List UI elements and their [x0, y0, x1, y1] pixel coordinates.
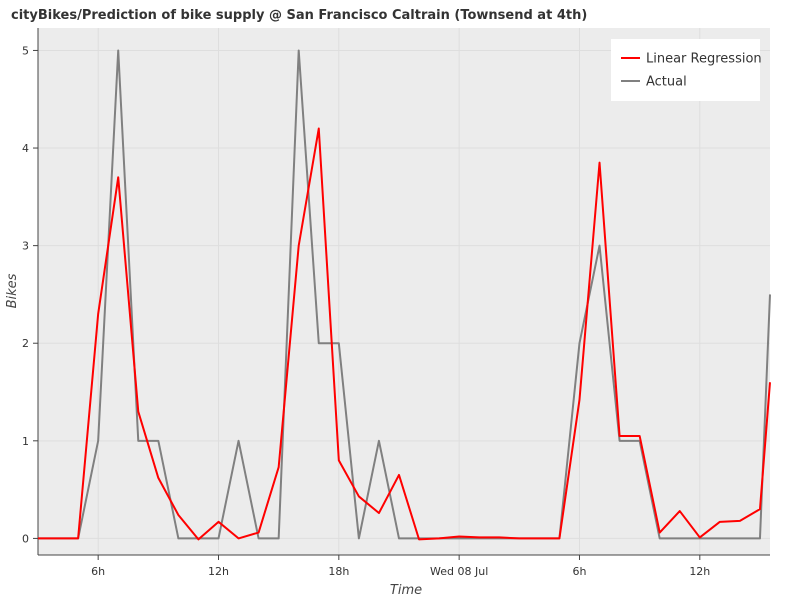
data-series	[38, 49, 771, 541]
y-tick-label-3: 3	[22, 240, 29, 253]
y-tick-label-4: 4	[22, 142, 29, 155]
y-axis-label: Bikes	[5, 273, 20, 308]
x-tick-label-3: Wed 08 Jul	[430, 565, 488, 578]
x-tick-label-0: 6h	[91, 565, 105, 578]
legend-label-1: Actual	[646, 75, 687, 90]
legend: Linear Regression Actual	[611, 39, 762, 101]
axes: 0 1 2 3 4 5 6h 12h 18h Wed 08 Jul 6h 12h	[22, 28, 770, 578]
series-line-linear-regression	[38, 127, 771, 541]
grid-lines	[38, 28, 770, 555]
y-tick-label-5: 5	[22, 44, 29, 57]
x-tick-label-5: 12h	[689, 565, 710, 578]
plot-area	[38, 28, 770, 555]
series-line-actual	[38, 49, 771, 540]
x-tick-label-1: 12h	[208, 565, 229, 578]
y-tick-label-0: 0	[22, 532, 29, 545]
y-tick-label-2: 2	[22, 337, 29, 350]
y-tick-label-1: 1	[22, 435, 29, 448]
x-tick-label-4: 6h	[572, 565, 586, 578]
x-tick-label-2: 18h	[328, 565, 349, 578]
x-axis-label: Time	[390, 583, 422, 598]
legend-box	[611, 39, 760, 101]
chart-title: cityBikes/Prediction of bike supply @ Sa…	[11, 8, 587, 23]
legend-label-0: Linear Regression	[646, 52, 762, 67]
